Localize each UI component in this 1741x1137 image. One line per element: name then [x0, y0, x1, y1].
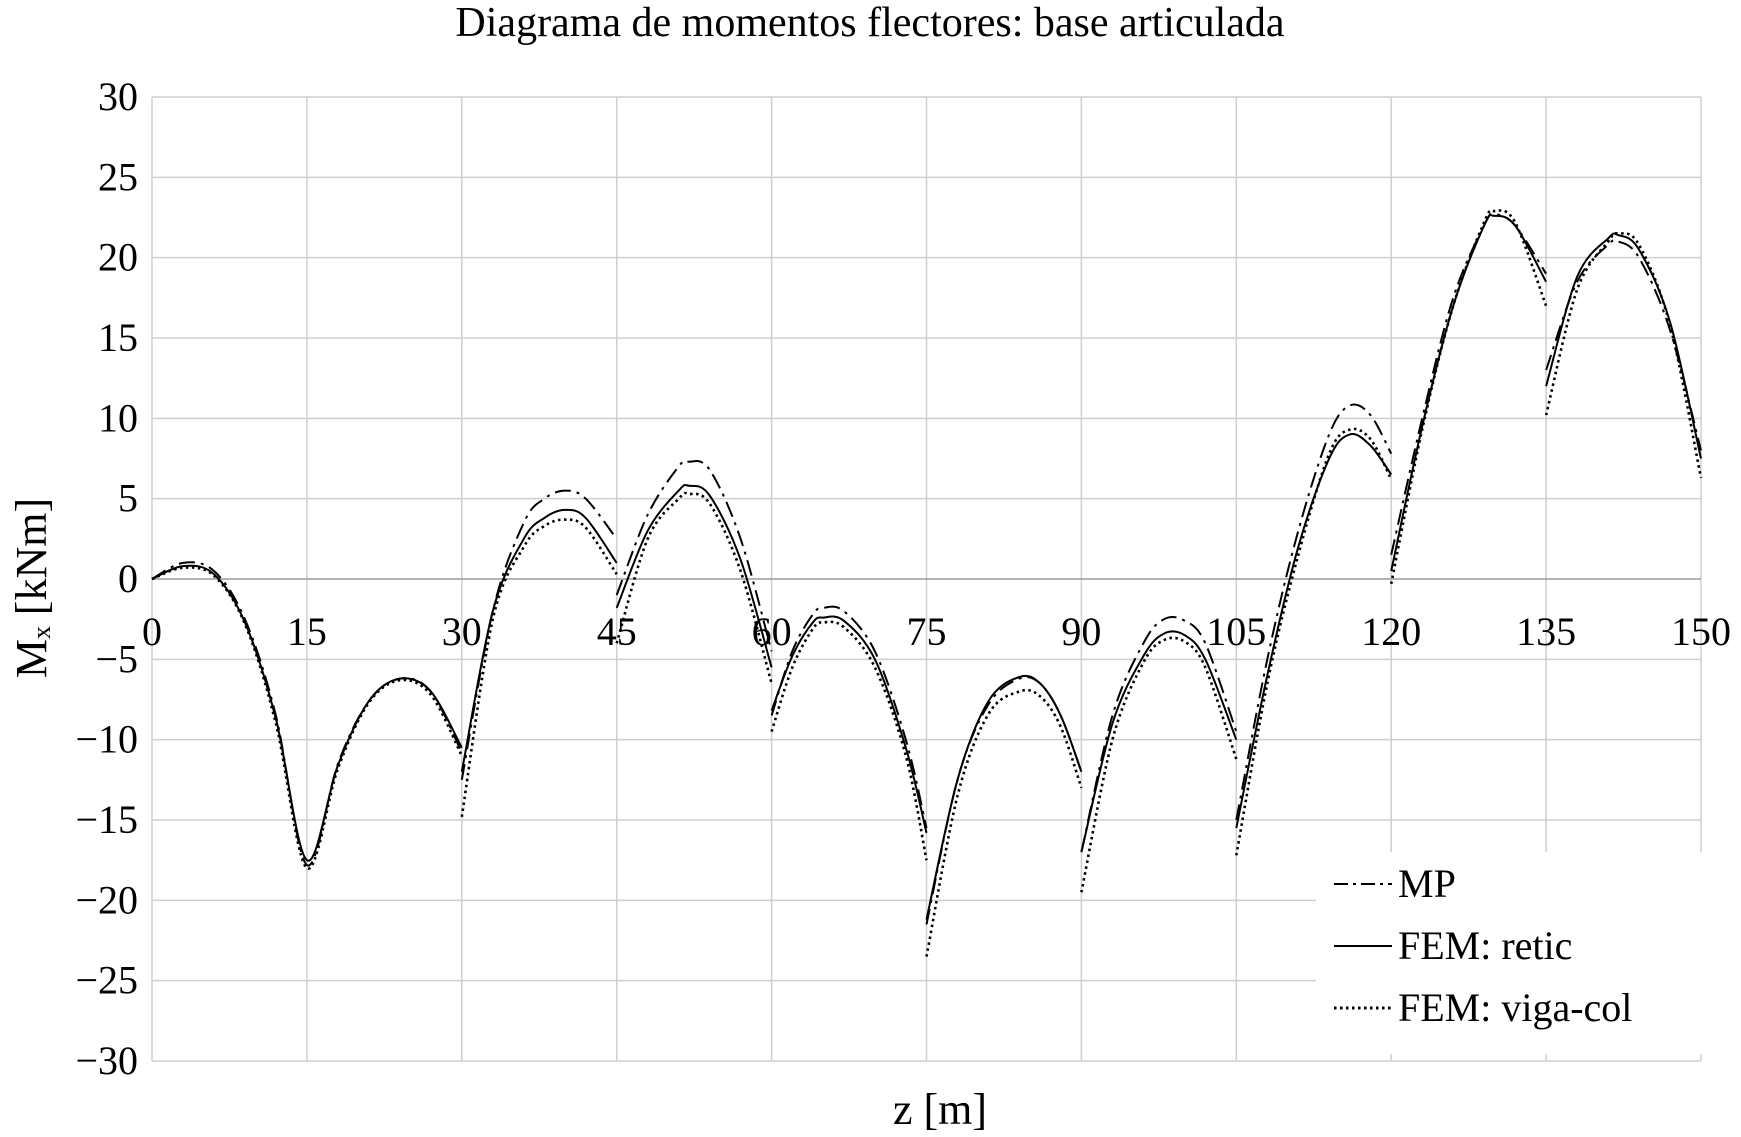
y-tick-label: −20	[75, 877, 138, 922]
series-line-fem-viga-col-span-6	[1080, 636, 1238, 893]
y-tick-label: 30	[98, 74, 138, 119]
series-line-fem-viga-col-span-2	[460, 518, 618, 818]
y-tick-label: −15	[75, 797, 138, 842]
series-line-mp-span-9	[1545, 238, 1702, 451]
y-tick-label: −5	[95, 636, 138, 681]
series-line-fem-viga-col-span-5	[925, 688, 1083, 957]
y-axis-label: Mₓ [kNm]	[7, 498, 56, 678]
y-tick-label: 20	[98, 235, 138, 280]
series-layer	[151, 209, 1703, 957]
series-line-fem-retic-span-2	[460, 508, 618, 772]
y-tick-label: 25	[98, 154, 138, 199]
y-tick-label: −10	[75, 717, 138, 762]
series-line-mp-span-2	[460, 489, 618, 780]
y-tick-label: −30	[75, 1038, 138, 1083]
x-tick-label: 45	[597, 609, 637, 654]
legend-label: FEM: retic	[1398, 923, 1572, 968]
x-tick-label: 15	[287, 609, 327, 654]
series-line-mp-span-5	[925, 675, 1083, 925]
legend-background	[1316, 852, 1718, 1054]
legend-label: FEM: viga-col	[1398, 985, 1632, 1030]
series-line-mp-span-8	[1390, 213, 1547, 556]
tick-label-layer: 0 15 30 45 60 75 90 105 120 135 150302520151050−5−…	[75, 74, 1731, 1083]
series-line-fem-retic-span-6	[1080, 630, 1238, 853]
legend: MP FEM: retic FEM: viga-col	[1316, 852, 1718, 1054]
x-tick-label: 90	[1061, 609, 1101, 654]
series-line-fem-viga-col-span-8	[1389, 209, 1548, 585]
series-line-fem-retic-span-9	[1545, 232, 1702, 459]
series-line-mp-span-3	[615, 459, 773, 652]
series-line-mp-span-4	[770, 605, 928, 829]
x-axis-label: z [m]	[893, 1085, 987, 1134]
x-tick-label: 150	[1671, 609, 1731, 654]
series-line-fem-viga-col-span-4	[770, 620, 928, 861]
series-line-fem-retic-span-5	[925, 674, 1083, 920]
legend-items: MP FEM: retic FEM: viga-col	[1334, 861, 1632, 1030]
series-line-fem-retic-span-8	[1390, 213, 1547, 572]
series-line-fem-retic-span-3	[615, 483, 773, 668]
series-line-fem-viga-col-span-9	[1544, 231, 1703, 479]
series-line-fem-viga-col-span-1	[151, 566, 463, 870]
y-tick-label: 0	[118, 556, 138, 601]
series-line-fem-viga-col-span-7	[1235, 427, 1393, 856]
y-tick-label: 5	[118, 476, 138, 521]
chart-title: Diagrama de momentos flectores: base art…	[455, 0, 1285, 46]
x-tick-label: 60	[752, 609, 792, 654]
series-line-fem-retic-span-1	[151, 564, 463, 862]
x-tick-label: 120	[1361, 609, 1421, 654]
x-tick-label: 105	[1206, 609, 1266, 654]
series-line-mp-span-7	[1235, 403, 1393, 821]
series-line-fem-viga-col-span-3	[615, 491, 773, 684]
series-line-mp-span-6	[1080, 615, 1238, 853]
y-tick-label: 15	[98, 315, 138, 360]
y-tick-label: 10	[98, 395, 138, 440]
y-tick-label: −25	[75, 958, 138, 1003]
x-tick-label: 30	[442, 609, 482, 654]
x-tick-label: 0	[142, 609, 162, 654]
legend-label: MP	[1398, 861, 1456, 906]
x-tick-label: 135	[1516, 609, 1576, 654]
x-tick-label: 75	[907, 609, 947, 654]
series-line-fem-retic-span-4	[770, 615, 928, 834]
